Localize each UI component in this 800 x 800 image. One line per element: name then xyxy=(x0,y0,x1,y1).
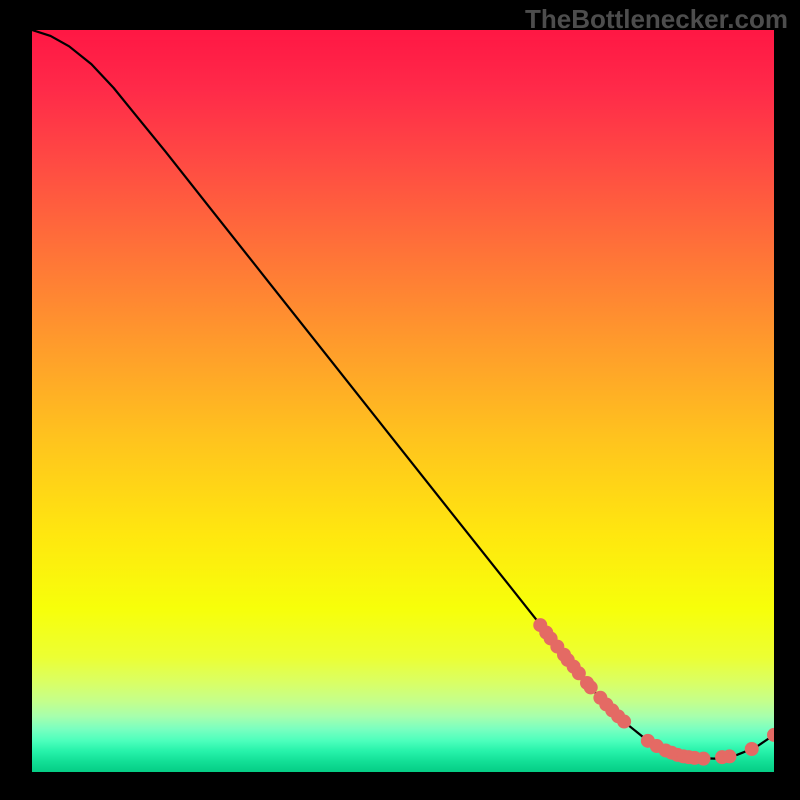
chart-background xyxy=(32,30,774,772)
data-marker xyxy=(618,715,631,728)
data-marker xyxy=(584,681,597,694)
chart-plot xyxy=(32,30,774,772)
chart-stage: TheBottlenecker.com xyxy=(0,0,800,800)
data-marker xyxy=(745,743,758,756)
data-marker xyxy=(723,750,736,763)
data-marker xyxy=(697,752,710,765)
watermark-text: TheBottlenecker.com xyxy=(525,4,788,35)
